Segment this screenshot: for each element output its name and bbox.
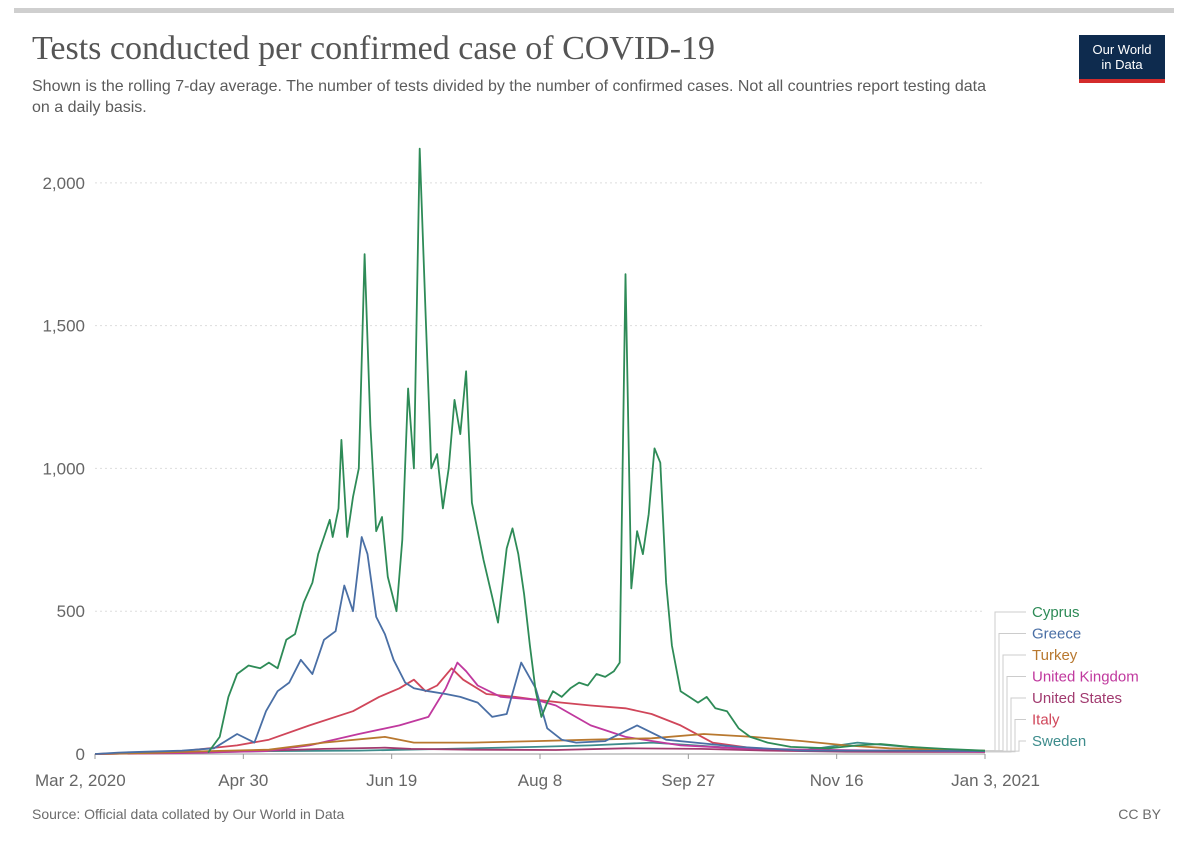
y-tick-label: 1,500: [42, 317, 85, 336]
chart-subtitle: Shown is the rolling 7-day average. The …: [32, 78, 986, 116]
x-tick-label: Mar 2, 2020: [35, 771, 126, 790]
logo-line-2: in Data: [1101, 57, 1143, 72]
top-rule: [14, 8, 1174, 13]
series-line-greece[interactable]: [94, 536, 986, 755]
x-tick-label: Aug 8: [518, 771, 562, 790]
series-lines: [94, 147, 986, 755]
y-tick-label: 0: [76, 745, 85, 764]
legend-label-turkey[interactable]: Turkey: [1032, 647, 1078, 664]
legend-label-sweden[interactable]: Sweden: [1032, 733, 1086, 750]
legend-connector: [985, 654, 1026, 752]
legend-label-united-kingdom[interactable]: United Kingdom: [1032, 669, 1139, 686]
chart-title: Tests conducted per confirmed case of CO…: [32, 30, 716, 67]
axes: 0 500 1,000 1,500 2,000 Mar 2, 2020 Apr 30 Jun …: [35, 174, 1040, 790]
legend-connector: [985, 719, 1026, 753]
legend-label-italy[interactable]: Italy: [1032, 712, 1060, 729]
owid-logo[interactable]: Our World in Data: [1079, 35, 1165, 83]
series-line-italy[interactable]: [94, 667, 986, 755]
y-tick-label: 500: [57, 602, 85, 621]
gridlines: [95, 182, 985, 612]
x-tick-label: Sep 27: [661, 771, 715, 790]
x-tick-label: Apr 30: [218, 771, 268, 790]
source-note: Source: Official data collated by Our Wo…: [32, 806, 345, 822]
series-line-cyprus[interactable]: [207, 147, 986, 754]
legend-connector: [985, 611, 1026, 752]
x-tick-label: Jun 19: [366, 771, 417, 790]
legend-connector: [985, 740, 1026, 752]
y-tick-label: 2,000: [42, 174, 85, 193]
legend-connector: [985, 633, 1026, 752]
x-tick-label: Jan 3, 2021: [951, 771, 1040, 790]
legend: Cyprus Greece Turkey United Kingdom United S…: [985, 604, 1139, 753]
legend-label-cyprus[interactable]: Cyprus: [1032, 604, 1080, 621]
license-link[interactable]: CC BY: [1118, 806, 1161, 822]
y-tick-label: 1,000: [42, 459, 85, 478]
x-tick-label: Nov 16: [810, 771, 864, 790]
legend-connector: [985, 697, 1026, 753]
legend-label-greece[interactable]: Greece: [1032, 626, 1081, 643]
logo-line-1: Our World: [1092, 42, 1152, 57]
legend-label-united-states[interactable]: United States: [1032, 690, 1122, 707]
legend-connector: [985, 676, 1026, 753]
